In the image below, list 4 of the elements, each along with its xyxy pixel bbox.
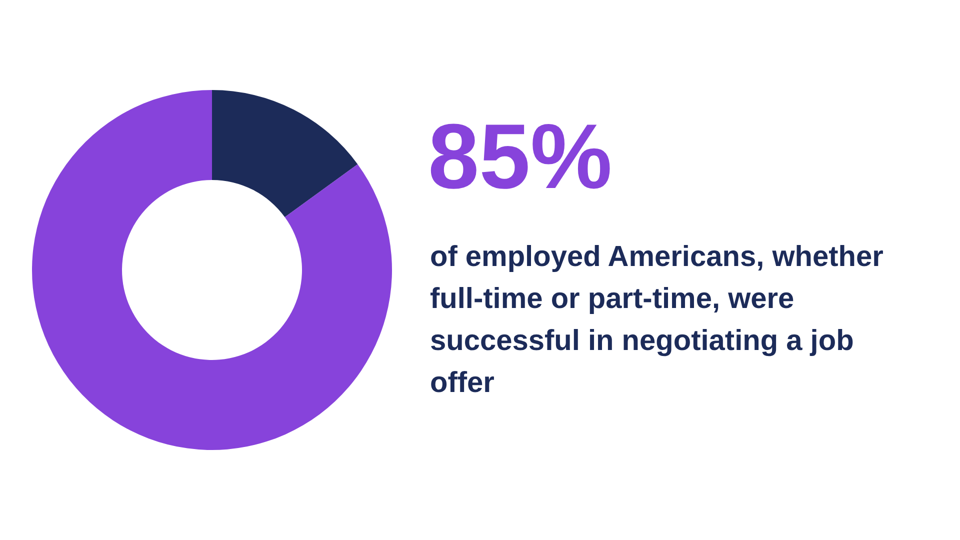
donut-slice bbox=[32, 90, 392, 450]
chart-title: 85% bbox=[428, 106, 612, 208]
donut-slice bbox=[212, 90, 358, 218]
text: of employed Americans, whether full-time or part-time, were successful in negotiating a job offer bbox=[430, 241, 884, 399]
